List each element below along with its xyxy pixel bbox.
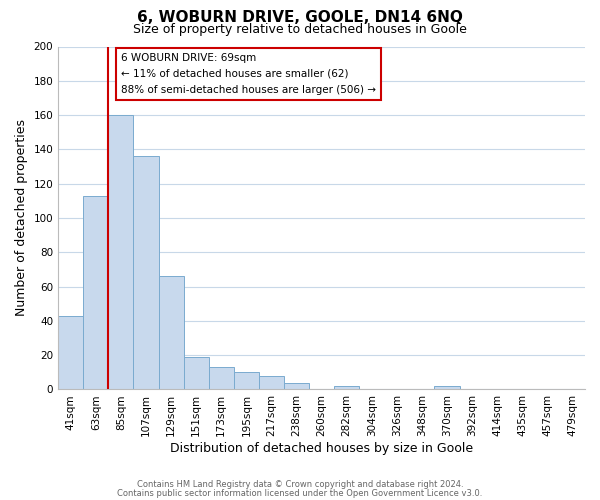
Bar [434,386,460,390]
Bar [209,367,234,390]
Text: Contains HM Land Registry data © Crown copyright and database right 2024.: Contains HM Land Registry data © Crown c… [137,480,463,489]
Bar [234,372,259,390]
Text: Contains public sector information licensed under the Open Government Licence v3: Contains public sector information licen… [118,488,482,498]
Bar [58,316,83,390]
Bar [109,115,133,390]
Text: 6 WOBURN DRIVE: 69sqm
← 11% of detached houses are smaller (62)
88% of semi-deta: 6 WOBURN DRIVE: 69sqm ← 11% of detached … [121,54,376,94]
Bar [184,357,209,390]
Bar [133,156,158,390]
Bar [259,376,284,390]
Bar [334,386,359,390]
Text: Size of property relative to detached houses in Goole: Size of property relative to detached ho… [133,22,467,36]
Bar [158,276,184,390]
Bar [284,382,309,390]
Y-axis label: Number of detached properties: Number of detached properties [15,120,28,316]
Bar [83,196,109,390]
Text: 6, WOBURN DRIVE, GOOLE, DN14 6NQ: 6, WOBURN DRIVE, GOOLE, DN14 6NQ [137,10,463,25]
X-axis label: Distribution of detached houses by size in Goole: Distribution of detached houses by size … [170,442,473,455]
